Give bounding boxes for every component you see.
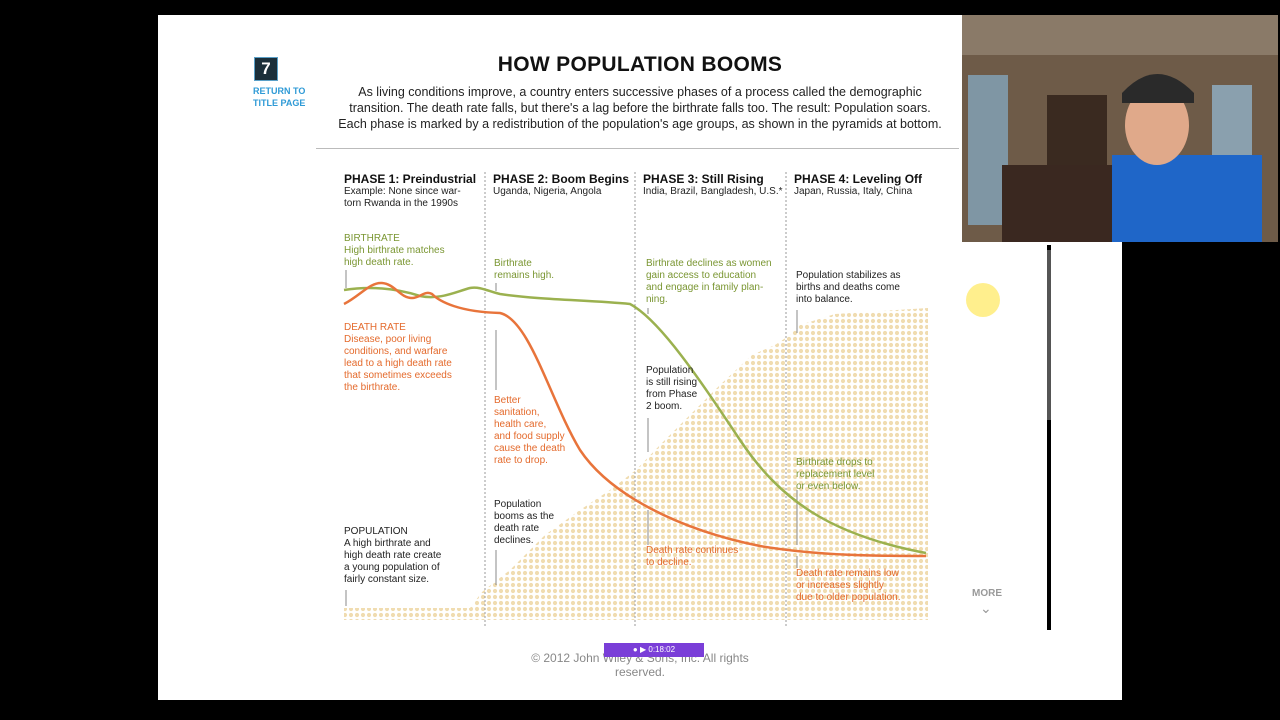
population-note-phase-2: Population booms as the death rate decli… bbox=[494, 499, 555, 546]
deathrate-note-phase-3: Death rate continues to decline. bbox=[646, 545, 739, 568]
population-note-phase-1: POPULATION A high birthrate and high dea… bbox=[344, 526, 442, 585]
person-cap bbox=[1122, 74, 1194, 103]
phase-1-header: PHASE 1: Preindustrial Example: None sin… bbox=[344, 172, 484, 210]
birthrate-note-phase-2: Birthrate remains high. bbox=[494, 258, 555, 281]
deathrate-line bbox=[343, 281, 927, 558]
birthrate-note-phase-3: Birthrate declines as women gain access … bbox=[646, 258, 772, 305]
intro-line-2: transition. The death rate falls, but th… bbox=[349, 101, 931, 115]
phase-2-header: PHASE 2: Boom Begins Uganda, Nigeria, An… bbox=[493, 172, 633, 198]
birthrate-note-phase-4: Birthrate drops to replacement level or … bbox=[796, 457, 875, 492]
phase-4-header: PHASE 4: Leveling Off Japan, Russia, Ita… bbox=[794, 172, 944, 198]
intro-line-1: As living conditions improve, a country … bbox=[358, 85, 922, 99]
chevron-down-icon[interactable]: ⌄ bbox=[980, 600, 992, 616]
chapter-number-badge[interactable]: 7 bbox=[254, 57, 278, 81]
intro-line-3: Each phase is marked by a redistribution… bbox=[338, 117, 942, 131]
return-link-line-2: TITLE PAGE bbox=[253, 98, 306, 108]
deathrate-note-phase-2: Better sanitation, health care, and food… bbox=[494, 395, 566, 466]
deathrate-note-phase-1: DEATH RATE Disease, poor living conditio… bbox=[344, 322, 452, 393]
more-button[interactable]: MORE bbox=[972, 588, 1002, 599]
play-icon[interactable]: ▶ bbox=[639, 645, 647, 654]
phase-2-title: PHASE 2: Boom Begins bbox=[493, 172, 630, 186]
population-note-phase-3: Population is still rising from Phase 2 … bbox=[646, 365, 698, 412]
webcam-overlay bbox=[962, 15, 1278, 242]
phase-1-subtitle: Example: None since war-torn Rwanda in t… bbox=[344, 186, 461, 209]
screen-recorder-bar[interactable]: ● ▶ 0:18:02 bbox=[604, 643, 704, 657]
population-area bbox=[344, 308, 928, 620]
phase-3-subtitle: India, Brazil, Bangladesh, U.S.* bbox=[643, 186, 783, 197]
callout-ticks bbox=[345, 270, 798, 606]
intro-text: As living conditions improve, a country … bbox=[318, 84, 962, 132]
phase-1-title: PHASE 1: Preindustrial bbox=[344, 172, 477, 186]
phase-3-title: PHASE 3: Still Rising bbox=[643, 172, 764, 186]
return-to-title-link[interactable]: RETURN TO TITLE PAGE bbox=[253, 85, 305, 109]
birthrate-line bbox=[343, 286, 927, 555]
record-icon[interactable]: ● bbox=[632, 645, 638, 654]
population-note-phase-4: Population stabilizes as births and deat… bbox=[796, 270, 901, 305]
scrollbar-thumb[interactable] bbox=[1047, 250, 1051, 420]
person-face bbox=[1125, 85, 1189, 165]
phase-4-title: PHASE 4: Leveling Off bbox=[794, 172, 923, 186]
phase-4-subtitle: Japan, Russia, Italy, China bbox=[794, 186, 913, 197]
scrollbar-track[interactable] bbox=[1047, 245, 1051, 630]
phase-2-subtitle: Uganda, Nigeria, Angola bbox=[493, 186, 602, 197]
person-shirt bbox=[1112, 155, 1262, 242]
recorder-time: 0:18:02 bbox=[648, 645, 676, 654]
phase-dividers bbox=[484, 172, 787, 628]
page-title: HOW POPULATION BOOMS bbox=[497, 53, 783, 76]
return-link-line-1: RETURN TO bbox=[253, 86, 306, 96]
mouse-cursor-highlight bbox=[966, 283, 1000, 317]
phase-3-header: PHASE 3: Still Rising India, Brazil, Ban… bbox=[643, 172, 787, 198]
header-divider bbox=[316, 148, 959, 149]
deathrate-note-phase-4: Death rate remains low or increases slig… bbox=[796, 568, 901, 603]
birthrate-note-phase-1: BIRTHRATE High birthrate matches high de… bbox=[344, 233, 445, 268]
